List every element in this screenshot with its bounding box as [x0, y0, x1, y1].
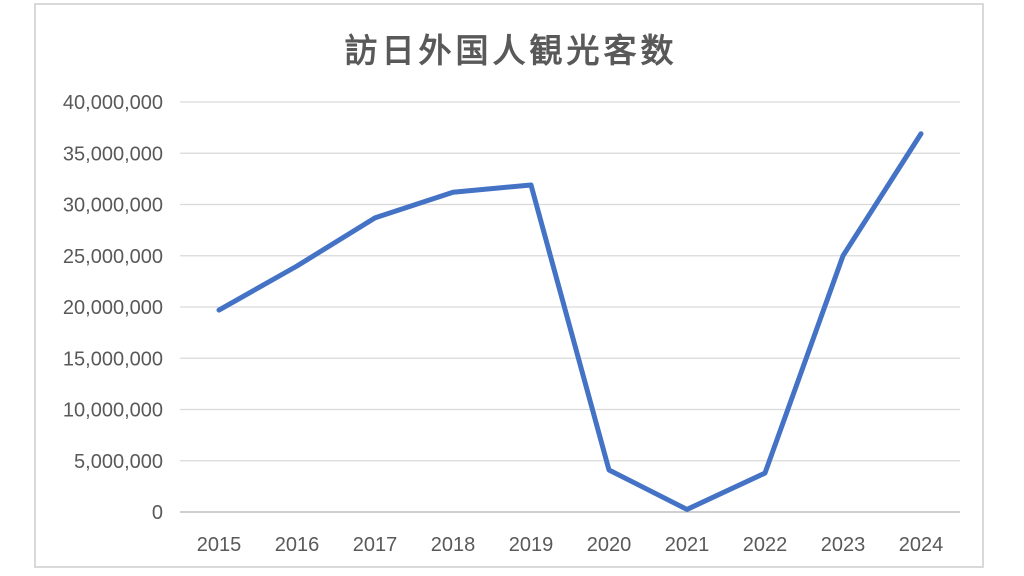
x-axis-labels: 2015 2016 2017 2018 2019 2020 2021 2022 2023 2024 [197, 534, 944, 556]
y-tick-label: 35,000,000 [63, 143, 163, 165]
data-series-line [216, 131, 924, 512]
chart-title: 訪日外国人観光客数 [344, 32, 678, 69]
y-tick-label: 5,000,000 [74, 451, 163, 473]
x-tick-label: 2018 [431, 534, 476, 556]
y-tick-label: 10,000,000 [63, 400, 163, 422]
x-tick-label: 2021 [665, 534, 710, 556]
y-tick-label: 30,000,000 [63, 195, 163, 217]
gridlines [180, 101, 960, 513]
x-tick-label: 2017 [353, 534, 398, 556]
x-tick-label: 2022 [743, 534, 788, 556]
y-tick-label: 20,000,000 [63, 297, 163, 319]
x-tick-label: 2024 [899, 534, 944, 556]
x-tick-label: 2023 [821, 534, 866, 556]
y-tick-label: 25,000,000 [63, 246, 163, 268]
chart-frame [34, 3, 984, 568]
y-tick-label: 40,000,000 [63, 92, 163, 114]
y-tick-label: 0 [152, 502, 163, 524]
x-tick-label: 2016 [275, 534, 320, 556]
y-axis-labels: 0 5,000,000 10,000,000 15,000,000 20,000,000… [63, 92, 163, 524]
x-tick-label: 2015 [197, 534, 242, 556]
x-tick-label: 2020 [587, 534, 632, 556]
y-tick-label: 15,000,000 [63, 348, 163, 370]
x-tick-label: 2019 [509, 534, 554, 556]
